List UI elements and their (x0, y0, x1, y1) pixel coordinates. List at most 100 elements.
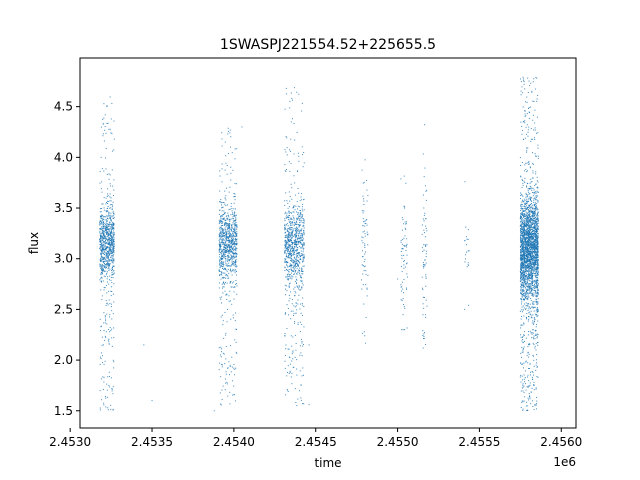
data-point (522, 234, 524, 236)
data-point (526, 260, 528, 262)
data-point (107, 215, 109, 217)
data-point (300, 258, 302, 260)
data-point (531, 250, 533, 252)
data-point (531, 206, 533, 208)
data-point (298, 219, 300, 221)
data-point (229, 258, 231, 260)
data-point (301, 280, 303, 282)
data-point (303, 231, 305, 233)
data-point (533, 266, 535, 268)
data-point (531, 208, 533, 210)
data-point (521, 259, 523, 261)
data-point (301, 206, 303, 208)
data-point (536, 203, 538, 205)
data-point (288, 240, 290, 242)
data-point (219, 190, 221, 192)
data-point (291, 303, 293, 305)
data-point (104, 316, 106, 318)
data-point (363, 230, 365, 232)
data-point (403, 223, 405, 225)
data-point (100, 246, 102, 248)
data-point (290, 250, 292, 252)
data-point (289, 170, 291, 172)
data-point (531, 250, 533, 252)
data-point (103, 230, 105, 232)
data-point (231, 227, 233, 229)
data-point (292, 267, 294, 269)
data-point (230, 203, 232, 205)
data-point (103, 222, 105, 224)
data-point (525, 292, 527, 294)
data-point (296, 273, 298, 275)
data-point (221, 236, 223, 238)
data-point (537, 233, 539, 235)
data-point (536, 265, 538, 267)
data-point (531, 206, 533, 208)
data-point (523, 239, 525, 241)
data-point (107, 243, 109, 245)
data-point (111, 252, 113, 254)
data-point (220, 248, 222, 250)
data-point (226, 298, 228, 300)
data-point (224, 247, 226, 249)
data-point (422, 262, 424, 264)
data-point (111, 328, 113, 330)
data-point (531, 333, 533, 335)
data-point (228, 245, 230, 247)
data-point (527, 222, 529, 224)
data-point (294, 280, 296, 282)
data-point (99, 244, 101, 246)
data-point (284, 354, 286, 356)
data-point (232, 220, 234, 222)
data-point (422, 330, 424, 332)
data-point (112, 270, 114, 272)
data-point (235, 367, 237, 369)
data-point (104, 245, 106, 247)
data-point (535, 195, 537, 197)
data-point (229, 391, 231, 393)
data-point (110, 251, 112, 253)
data-point (297, 288, 299, 290)
data-point (529, 206, 531, 208)
data-point (531, 247, 533, 249)
data-point (99, 248, 101, 250)
data-point (106, 228, 108, 230)
data-point (223, 232, 225, 234)
data-point (223, 224, 225, 226)
data-point (108, 384, 110, 386)
data-point (537, 241, 539, 243)
data-point (534, 306, 536, 308)
data-point (224, 281, 226, 283)
data-point (99, 252, 101, 254)
data-point (529, 245, 531, 247)
data-point (303, 218, 305, 220)
data-point (531, 270, 533, 272)
data-point (102, 222, 104, 224)
data-point (302, 314, 303, 316)
data-point (521, 226, 523, 228)
data-point (229, 364, 231, 366)
data-point (235, 224, 237, 226)
data-point (224, 203, 226, 205)
data-point (229, 234, 230, 236)
data-point (529, 227, 531, 229)
data-point (111, 251, 113, 253)
data-point (225, 259, 227, 261)
data-point (520, 289, 522, 291)
data-point (402, 288, 404, 290)
data-point (112, 255, 114, 257)
data-point (105, 197, 107, 199)
data-point (285, 136, 287, 138)
data-point (301, 199, 303, 201)
data-point (527, 245, 529, 247)
data-point (528, 306, 530, 308)
data-point (228, 247, 230, 249)
data-point (529, 276, 530, 278)
data-point (520, 198, 522, 199)
data-point (101, 336, 103, 338)
data-point (423, 214, 425, 216)
data-point (366, 189, 368, 191)
data-point (523, 391, 525, 393)
data-point (521, 284, 523, 286)
data-point (521, 194, 523, 196)
